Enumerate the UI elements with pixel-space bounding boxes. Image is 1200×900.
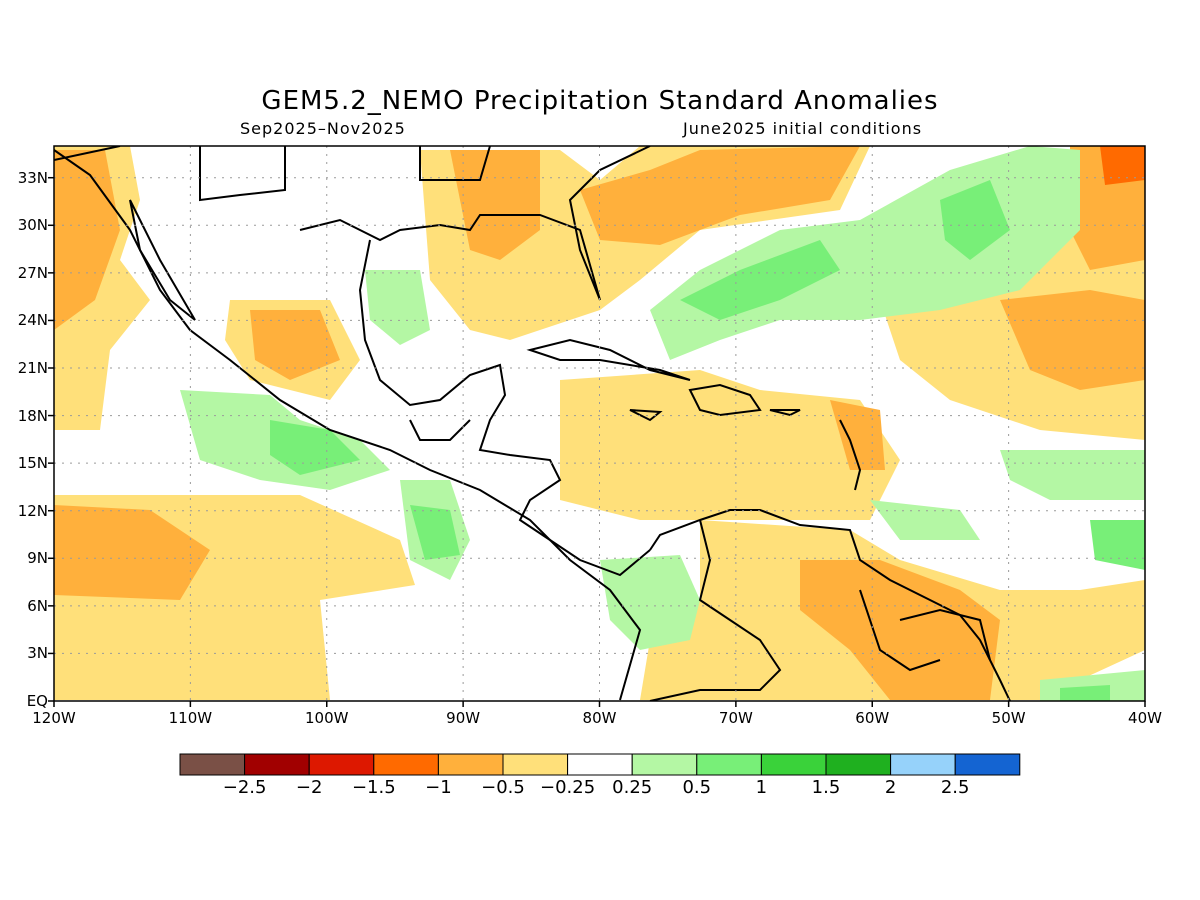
colorbar-label: −0.5 — [481, 777, 525, 798]
lat-tick-label: 21N — [17, 359, 48, 377]
anomaly-field — [54, 146, 1145, 701]
dry-region-pacific-core — [54, 505, 210, 600]
wet-region-atlantic-band-core — [680, 240, 840, 320]
lat-tick-label: 24N — [17, 311, 48, 330]
colorbar-swatch — [179, 753, 246, 776]
lon-tick-label: 110W — [168, 709, 213, 727]
initial-conditions: June2025 initial conditions — [683, 119, 923, 138]
lat-tick-label: 6N — [27, 596, 48, 615]
colorbar-swatch — [760, 753, 827, 776]
colorbar-swatch — [502, 753, 569, 776]
colorbar-label: 1.5 — [811, 777, 841, 798]
lat-tick-label: 9N — [27, 549, 48, 568]
dry-region-lesser-antilles — [830, 400, 885, 470]
lat-tick-label: 27N — [17, 263, 48, 282]
lon-tick-label: 120W — [32, 709, 76, 727]
lon-tick-label: 100W — [305, 709, 349, 727]
wet-region-atlantic-9n — [1090, 520, 1145, 570]
colorbar-swatch — [890, 753, 956, 776]
dotted-grid — [54, 146, 1145, 701]
colorbar-label: 2.5 — [940, 777, 970, 798]
colorbar-label: 0.5 — [682, 777, 712, 798]
lat-tick-label: 3N — [27, 644, 48, 663]
colorbar-swatch — [696, 753, 762, 776]
lat-tick-label: EQ — [26, 692, 48, 710]
lon-tick-label: 90W — [446, 709, 481, 727]
colorbar-label: −2.5 — [222, 777, 267, 798]
lat-tick-label: 12N — [17, 501, 48, 520]
dry-region-gulf-core — [450, 150, 540, 260]
colorbar — [179, 753, 1021, 776]
colorbar-label: −1.5 — [351, 777, 396, 798]
colorbar-swatch — [567, 753, 633, 776]
axis-ticks — [48, 176, 1146, 707]
wet-region-central-pacific-core — [410, 505, 460, 560]
wet-region-colombia — [600, 555, 700, 650]
colorbar-swatch — [954, 753, 1021, 776]
lon-tick-label: 60W — [855, 709, 890, 727]
colorbar-swatch — [825, 753, 892, 776]
dry-region-atlantic-core — [580, 146, 860, 245]
dry-region-east-atlantic-core — [1000, 290, 1145, 390]
dry-region-caribbean — [560, 370, 900, 520]
colorbar-label: 2 — [884, 777, 897, 798]
colorbar-swatch — [308, 753, 375, 776]
wet-region-atlantic-15n — [1000, 450, 1145, 500]
lon-tick-label: 50W — [991, 709, 1026, 727]
lon-tick-label: 70W — [718, 709, 753, 727]
colorbar-swatch — [437, 753, 504, 776]
dry-region-northeast-strong — [1100, 146, 1145, 185]
dry-region-mexico-interior-core — [250, 310, 340, 380]
map-title: GEM5.2_NEMO Precipitation Standard Anoma… — [261, 86, 939, 116]
colorbar-label: −1 — [425, 777, 452, 798]
colorbar-swatch — [373, 753, 439, 776]
wet-region-atlantic-east-core — [940, 180, 1010, 260]
colorbar-label: 0.25 — [612, 777, 653, 798]
colorbar-swatch — [244, 753, 310, 776]
lat-tick-label: 15N — [17, 454, 48, 473]
lon-tick-label: 80W — [582, 709, 617, 727]
dry-region-guianas-core — [800, 560, 1000, 700]
colorbar-label: −0.25 — [540, 777, 596, 798]
lat-tick-label: 33N — [17, 168, 48, 187]
lat-tick-label: 18N — [17, 406, 48, 425]
lat-tick-label: 30N — [17, 216, 48, 235]
lon-tick-label: 40W — [1128, 709, 1162, 727]
coastlines — [54, 146, 1011, 701]
wet-region-pacific-mexico-core — [270, 420, 360, 475]
wet-region-gulf-west — [365, 270, 430, 345]
colorbar-label: −2 — [295, 777, 323, 798]
wet-region-equatorial-core — [1060, 685, 1110, 701]
colorbar-swatch — [631, 753, 698, 776]
colorbar-label: 1 — [755, 777, 768, 798]
wet-region-atlantic-10n — [870, 500, 980, 540]
forecast-period: Sep2025–Nov2025 — [240, 119, 406, 138]
